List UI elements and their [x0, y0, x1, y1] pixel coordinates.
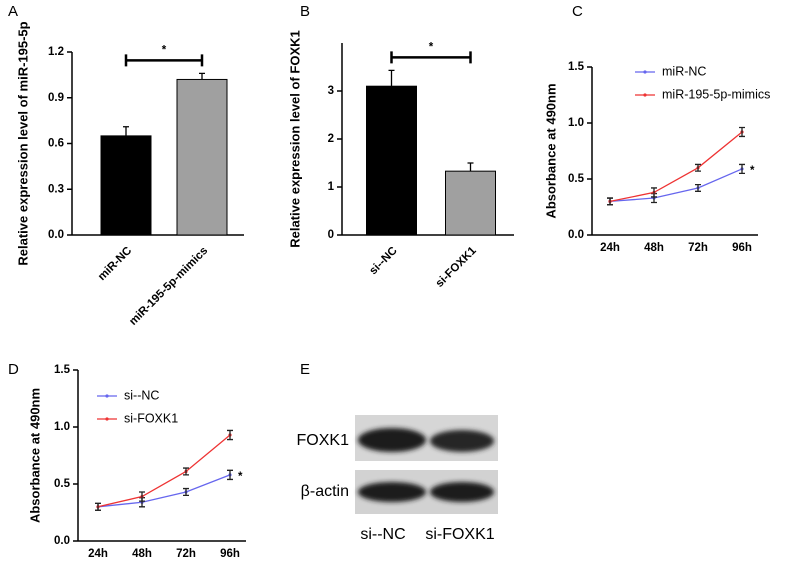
y-axis-label: Absorbance at 490nm [543, 83, 558, 218]
y-tick-label: 0 [328, 229, 334, 241]
y-tick-label: 0.5 [54, 478, 71, 490]
y-tick-label: 0.3 [48, 183, 64, 195]
y-tick-label: 1.0 [54, 421, 70, 433]
row-label: β-actin [301, 483, 349, 500]
legend-label: miR-NC [662, 64, 706, 78]
error-bar [388, 69, 395, 87]
x-tick-label: 48h [132, 548, 152, 560]
y-tick-label: 0.6 [48, 138, 64, 150]
y-tick-label: 0.0 [568, 229, 584, 241]
x-tick-label: 96h [220, 548, 240, 560]
y-tick-label: 0.9 [48, 92, 64, 104]
bar [100, 135, 152, 236]
error-bar [739, 126, 745, 138]
legend-label: miR-195-5p-mimics [662, 87, 770, 101]
significance-label: * [238, 471, 243, 483]
significance-label: * [162, 44, 167, 56]
lane-label: si-FOXK1 [425, 526, 494, 543]
legend-label: si-FOXK1 [124, 411, 178, 425]
y-tick-label: 0.5 [568, 173, 585, 185]
x-tick-label: miR-NC [96, 245, 134, 283]
error-bar [199, 72, 205, 80]
error-bar [227, 429, 233, 441]
y-axis-label: Relative expression level of miR-195-5p [15, 21, 30, 265]
panel-label: D [8, 361, 19, 378]
y-tick-label: 1.0 [568, 117, 584, 129]
significance-label: * [429, 41, 434, 53]
bar [176, 78, 228, 236]
row-label: FOXK1 [297, 432, 350, 449]
line [97, 434, 231, 508]
y-axis-label: Absorbance at 490nm [27, 388, 42, 523]
error-bar [651, 187, 657, 198]
panel-label: A [8, 3, 18, 20]
x-tick-label: 72h [688, 242, 708, 254]
error-bar [227, 469, 233, 481]
legend-marker [105, 417, 109, 421]
error-bar [95, 502, 101, 511]
line [609, 131, 743, 203]
line [609, 168, 743, 203]
y-tick-label: 1.5 [54, 364, 71, 376]
significance-bracket [390, 51, 472, 64]
error-bar [607, 197, 613, 206]
y-axis-label: Relative expression level of FOXK1 [287, 30, 302, 247]
error-bar [467, 162, 474, 172]
legend-marker [643, 93, 647, 97]
bar [366, 85, 417, 236]
error-bar [183, 487, 189, 497]
legend-marker [643, 70, 647, 74]
lane-label: si--NC [360, 526, 405, 543]
y-tick-label: 3 [328, 85, 334, 97]
panel-label: B [300, 3, 310, 20]
error-bar [183, 467, 189, 476]
x-tick-label: 24h [88, 548, 108, 560]
error-bar [695, 183, 701, 192]
significance-bracket [124, 54, 204, 67]
y-tick-label: 1.2 [48, 46, 64, 58]
panel-label: C [572, 3, 583, 20]
x-tick-label: 72h [176, 548, 196, 560]
y-tick-label: 1 [328, 181, 335, 193]
x-tick-label: 24h [600, 242, 620, 254]
line [97, 474, 231, 508]
x-tick-label: 48h [644, 242, 664, 254]
y-tick-label: 2 [328, 133, 334, 145]
x-tick-label: miR-195-5p-mimics [127, 245, 210, 328]
panel-label: E [300, 361, 310, 378]
legend-label: si--NC [124, 388, 159, 402]
y-tick-label: 1.5 [568, 61, 585, 73]
bar [445, 170, 496, 236]
blot-image [355, 415, 498, 514]
error-bar [739, 163, 745, 175]
significance-label: * [750, 165, 755, 177]
error-bar [139, 491, 145, 502]
error-bar [695, 163, 701, 172]
y-tick-label: 0.0 [48, 229, 64, 241]
x-tick-label: si-FOXK1 [434, 244, 480, 290]
legend-marker [105, 394, 109, 398]
y-tick-label: 0.0 [54, 535, 70, 547]
error-bar [123, 126, 129, 136]
x-tick-label: 96h [732, 242, 752, 254]
x-tick-label: si--NC [367, 245, 399, 277]
